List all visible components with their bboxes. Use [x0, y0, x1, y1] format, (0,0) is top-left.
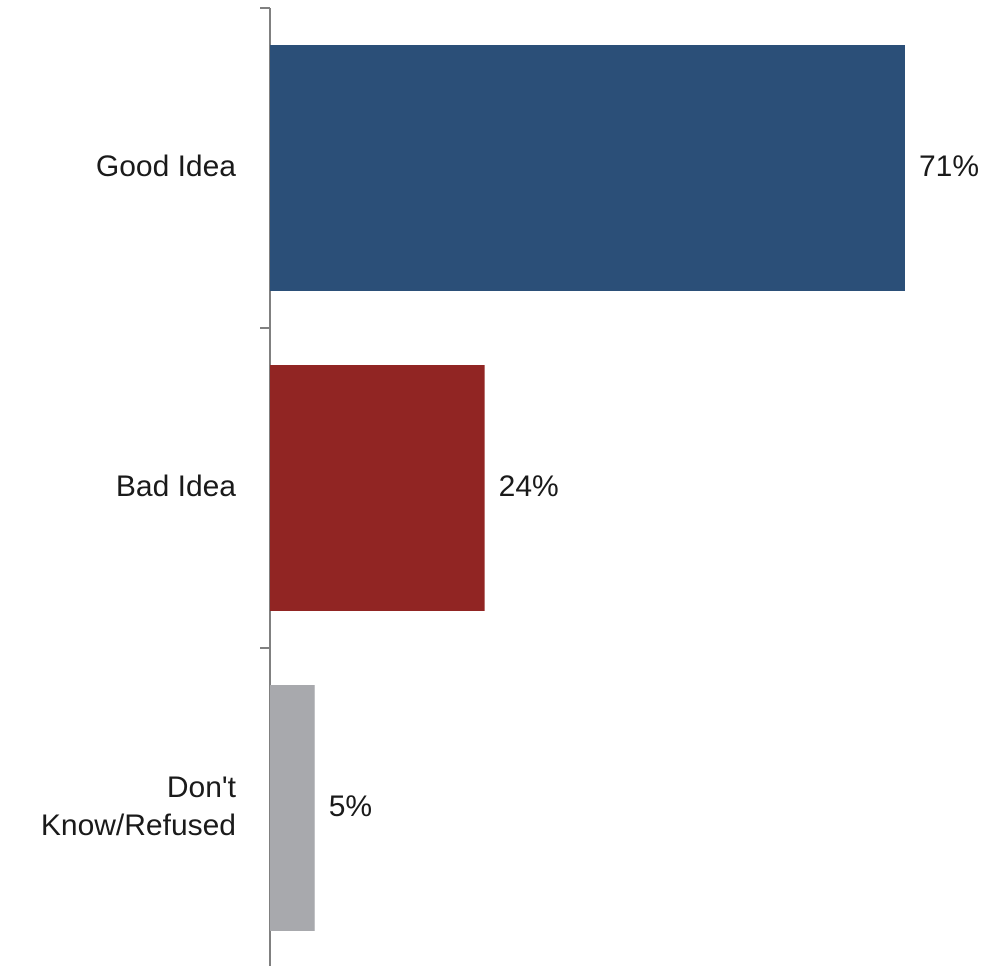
category-axis: [260, 7, 271, 966]
data-label: 71%: [919, 150, 979, 183]
bar: [270, 365, 485, 611]
category-label: Good Idea: [96, 150, 236, 183]
data-label: 24%: [499, 470, 559, 503]
data-labels: 71% 24% 5%: [329, 150, 979, 823]
data-label: 5%: [329, 790, 372, 823]
bar: [270, 45, 905, 291]
category-label: Bad Idea: [116, 470, 236, 503]
category-labels: Good Idea Bad Idea Don't Know/Refused: [41, 150, 237, 842]
category-label: Don't Know/Refused: [41, 771, 237, 842]
bar: [270, 685, 315, 931]
bars: [270, 45, 905, 931]
